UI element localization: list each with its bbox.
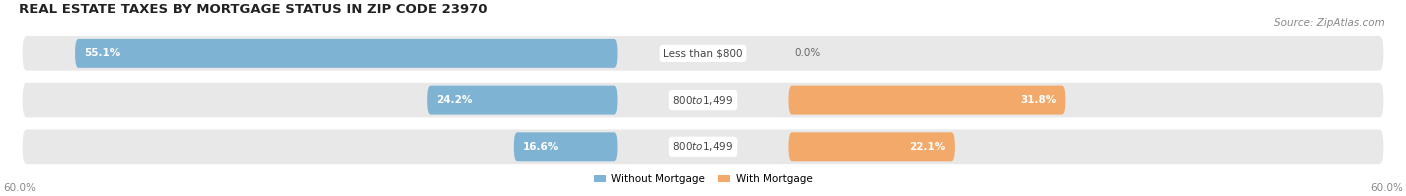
Text: Source: ZipAtlas.com: Source: ZipAtlas.com: [1274, 18, 1385, 28]
Text: 55.1%: 55.1%: [84, 48, 121, 58]
Text: REAL ESTATE TAXES BY MORTGAGE STATUS IN ZIP CODE 23970: REAL ESTATE TAXES BY MORTGAGE STATUS IN …: [20, 3, 488, 16]
Text: 24.2%: 24.2%: [436, 95, 472, 105]
FancyBboxPatch shape: [427, 86, 617, 115]
FancyBboxPatch shape: [789, 86, 1066, 115]
FancyBboxPatch shape: [789, 132, 955, 161]
Text: Less than $800: Less than $800: [664, 48, 742, 58]
Text: 22.1%: 22.1%: [910, 142, 946, 152]
FancyBboxPatch shape: [22, 36, 1384, 71]
FancyBboxPatch shape: [22, 83, 1384, 117]
Text: 16.6%: 16.6%: [523, 142, 560, 152]
FancyBboxPatch shape: [22, 130, 1384, 164]
Text: $800 to $1,499: $800 to $1,499: [672, 140, 734, 153]
FancyBboxPatch shape: [513, 132, 617, 161]
FancyBboxPatch shape: [75, 39, 617, 68]
Text: 0.0%: 0.0%: [794, 48, 821, 58]
Text: $800 to $1,499: $800 to $1,499: [672, 93, 734, 107]
Legend: Without Mortgage, With Mortgage: Without Mortgage, With Mortgage: [589, 170, 817, 188]
Text: 31.8%: 31.8%: [1019, 95, 1056, 105]
